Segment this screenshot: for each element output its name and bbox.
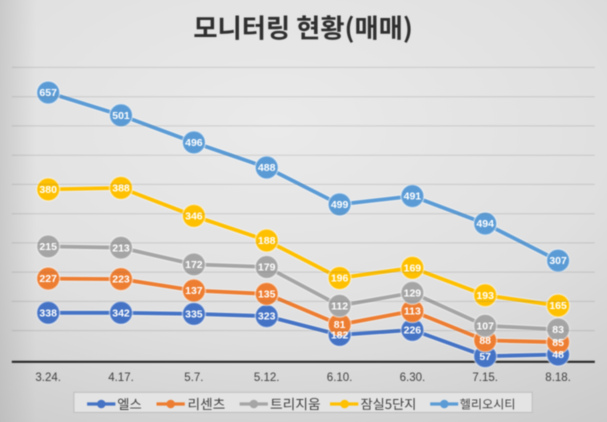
svg-text:338: 338 [39, 307, 57, 319]
svg-text:491: 491 [404, 191, 422, 203]
svg-text:8.18.: 8.18. [545, 372, 571, 384]
svg-text:501: 501 [112, 110, 130, 122]
svg-text:7.15.: 7.15. [472, 372, 498, 384]
svg-text:215: 215 [39, 241, 57, 253]
svg-text:346: 346 [185, 211, 203, 223]
svg-text:380: 380 [39, 184, 57, 196]
svg-text:85: 85 [552, 337, 564, 349]
svg-text:307: 307 [549, 255, 567, 267]
svg-text:213: 213 [112, 242, 130, 254]
svg-text:5.7.: 5.7. [184, 372, 203, 384]
svg-text:657: 657 [39, 87, 57, 99]
svg-text:323: 323 [258, 311, 276, 323]
svg-text:81: 81 [334, 319, 346, 331]
svg-text:83: 83 [552, 324, 564, 336]
svg-text:129: 129 [404, 287, 422, 299]
svg-text:112: 112 [331, 300, 348, 312]
svg-text:342: 342 [112, 307, 130, 319]
svg-text:196: 196 [331, 273, 349, 285]
svg-text:135: 135 [258, 289, 276, 301]
svg-text:107: 107 [476, 320, 494, 332]
svg-text:179: 179 [258, 262, 276, 274]
svg-text:193: 193 [476, 290, 494, 302]
svg-text:113: 113 [404, 306, 421, 318]
svg-text:499: 499 [331, 199, 349, 211]
svg-text:5.12.: 5.12. [254, 372, 280, 384]
svg-text:137: 137 [185, 285, 203, 297]
svg-text:188: 188 [258, 235, 276, 247]
svg-text:6.30.: 6.30. [400, 372, 426, 384]
svg-text:165: 165 [549, 300, 567, 312]
svg-text:169: 169 [404, 262, 422, 274]
svg-text:88: 88 [479, 335, 491, 347]
svg-text:57: 57 [479, 351, 491, 363]
svg-text:227: 227 [39, 273, 57, 285]
svg-text:4.17.: 4.17. [108, 372, 134, 384]
svg-text:335: 335 [185, 309, 203, 321]
svg-text:3.24.: 3.24. [35, 372, 61, 384]
svg-text:226: 226 [404, 325, 422, 337]
svg-text:496: 496 [185, 137, 203, 149]
svg-text:6.10.: 6.10. [327, 372, 353, 384]
svg-text:388: 388 [112, 183, 130, 195]
svg-text:182: 182 [331, 330, 349, 342]
svg-text:172: 172 [185, 259, 203, 271]
svg-text:223: 223 [112, 274, 130, 286]
svg-text:488: 488 [258, 162, 276, 174]
svg-text:494: 494 [476, 218, 494, 230]
svg-text:48: 48 [552, 349, 564, 361]
